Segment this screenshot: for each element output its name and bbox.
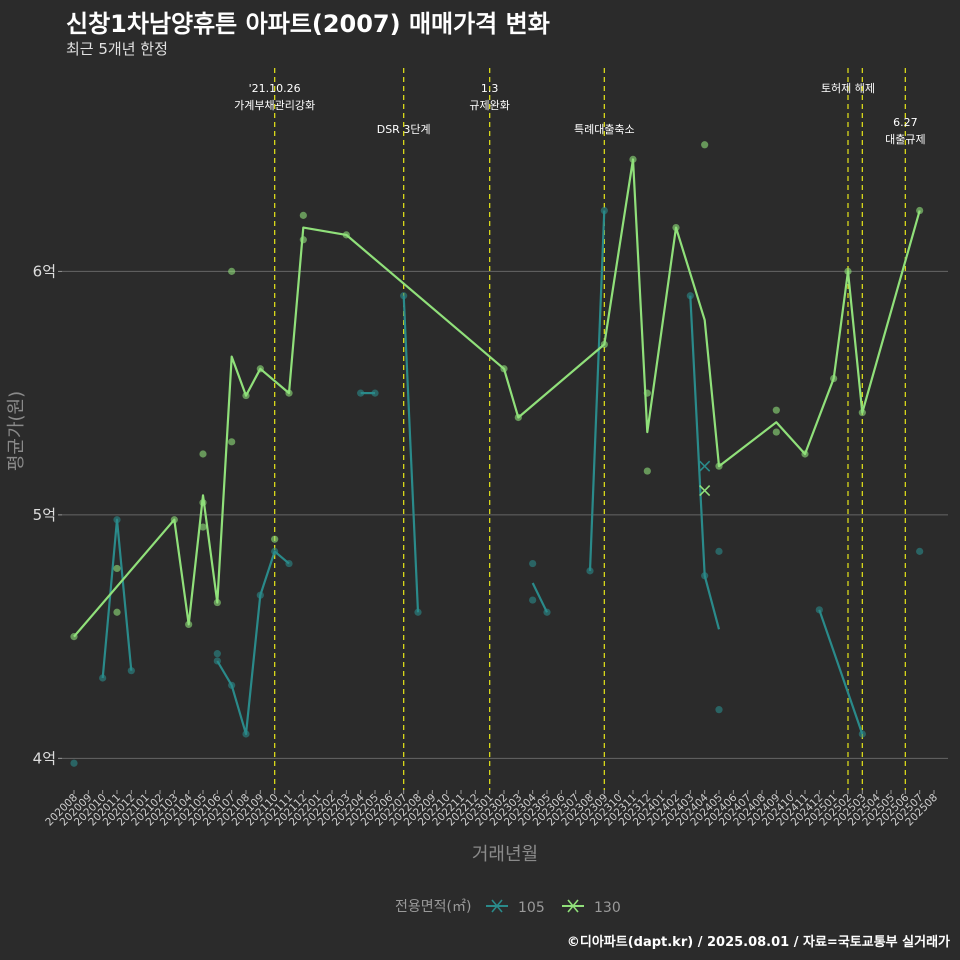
- legend-item-105: 105: [486, 899, 545, 916]
- series-105-point: [113, 516, 121, 524]
- series-105-point: [213, 657, 221, 665]
- series-130-point: [113, 564, 121, 573]
- chart-title: 신창1차남양휴튼 아파트(2007) 매매가격 변화: [66, 10, 550, 38]
- series-105-point: [285, 559, 293, 568]
- series-105-point: [701, 572, 709, 580]
- series-130-point: [858, 409, 866, 417]
- legend-item-130: 130: [562, 899, 621, 916]
- series-105-line: [531, 582, 548, 613]
- series-130-point: [672, 223, 680, 232]
- series-130-point: [228, 267, 236, 275]
- series-105-line: [818, 609, 864, 735]
- series-105-point: [600, 206, 608, 215]
- event-label: 대출규제: [885, 133, 925, 146]
- series-105-line: [216, 550, 290, 736]
- event-label: 가계부채관리강화: [234, 99, 315, 112]
- series-130-point: [256, 365, 264, 373]
- series-105-point: [271, 547, 279, 555]
- series-105-point: [543, 608, 551, 616]
- series-130-point: [772, 406, 780, 414]
- series-130-point: [285, 389, 293, 397]
- series-105-line: [402, 295, 420, 613]
- series-130-point: [185, 620, 193, 629]
- series-105-point: [686, 292, 694, 300]
- series-105-point: [371, 389, 379, 397]
- y-tick-label: 4억: [33, 749, 56, 767]
- legend-title: 전용면적(㎡): [395, 899, 471, 915]
- series-105-point: [400, 292, 408, 300]
- cancel-marker-stroke: [699, 484, 711, 497]
- series-105-point: [414, 608, 422, 616]
- series-130-point: [113, 608, 121, 616]
- x-axis-title: 거래년월: [472, 844, 538, 865]
- series-130-point: [271, 535, 279, 543]
- legend-label: 105: [518, 900, 545, 916]
- chart-subtitle: 최근 5개년 한정: [66, 40, 168, 58]
- legend-label: 130: [594, 900, 621, 916]
- series-105-point: [228, 681, 236, 689]
- series-105-point: [70, 759, 78, 767]
- series-105-point: [357, 389, 365, 397]
- series-130-point: [643, 389, 651, 397]
- series-130-point: [299, 236, 307, 244]
- y-axis-title: 평균가(원): [6, 391, 27, 471]
- series-105-point: [256, 591, 264, 599]
- y-tick-label: 6억: [33, 262, 56, 280]
- series-130-point: [70, 633, 78, 641]
- series-130-point: [916, 206, 924, 215]
- series-130-point: [342, 231, 350, 239]
- series-105-point: [213, 650, 221, 658]
- series-105-point: [529, 596, 537, 604]
- event-label: 규제완화: [469, 99, 509, 112]
- series-105-point: [529, 559, 537, 568]
- event-label: 1.3: [481, 82, 499, 95]
- series-105-point: [815, 606, 823, 614]
- event-label: 토허제 해제: [821, 81, 875, 95]
- event-label: 특례대출축소: [574, 123, 635, 136]
- series-105-cancelled-marker: [699, 460, 711, 472]
- series-130-point: [242, 391, 250, 400]
- series-130-point: [801, 450, 809, 458]
- series-105-point: [586, 567, 594, 575]
- event-label: DSR 3단계: [377, 123, 431, 136]
- series-105-point: [242, 730, 250, 738]
- series-130-point: [199, 450, 207, 458]
- series-130-point: [772, 428, 780, 436]
- series-105-point: [858, 730, 866, 738]
- series-130-point: [844, 267, 852, 275]
- legend-key-cross: [567, 899, 579, 913]
- legend-key-cross: [491, 899, 503, 913]
- series-130-point: [600, 340, 608, 349]
- series-130-cancelled-marker: [699, 484, 711, 497]
- series-130-point: [701, 141, 709, 149]
- series-105-point: [99, 674, 107, 682]
- y-tick-label: 5억: [33, 506, 56, 524]
- event-label: '21.10.26: [249, 82, 301, 95]
- event-label: 6.27: [893, 116, 918, 129]
- series-130-point: [199, 499, 207, 507]
- series-105-point: [127, 667, 135, 675]
- series-105-point: [715, 706, 723, 714]
- cancel-marker-stroke: [699, 460, 711, 472]
- series-130-point: [830, 374, 838, 383]
- series-130-point: [500, 365, 508, 373]
- series-130-point: [629, 155, 637, 163]
- series-130-line: [73, 158, 921, 638]
- series-105-point: [916, 547, 924, 555]
- series-130-point: [170, 516, 178, 524]
- series-130-point: [228, 438, 236, 446]
- series-105-line: [588, 210, 606, 571]
- series-130-point: [514, 413, 522, 422]
- series-130-point: [715, 462, 723, 470]
- series-130-point: [299, 211, 307, 219]
- series-130-point: [213, 598, 221, 607]
- series-105-point: [715, 547, 723, 555]
- series-130-point: [643, 467, 651, 475]
- source-caption: ©디아파트(dapt.kr) / 2025.08.01 / 자료=국토교통부 실…: [566, 935, 950, 950]
- series-130-point: [199, 523, 207, 531]
